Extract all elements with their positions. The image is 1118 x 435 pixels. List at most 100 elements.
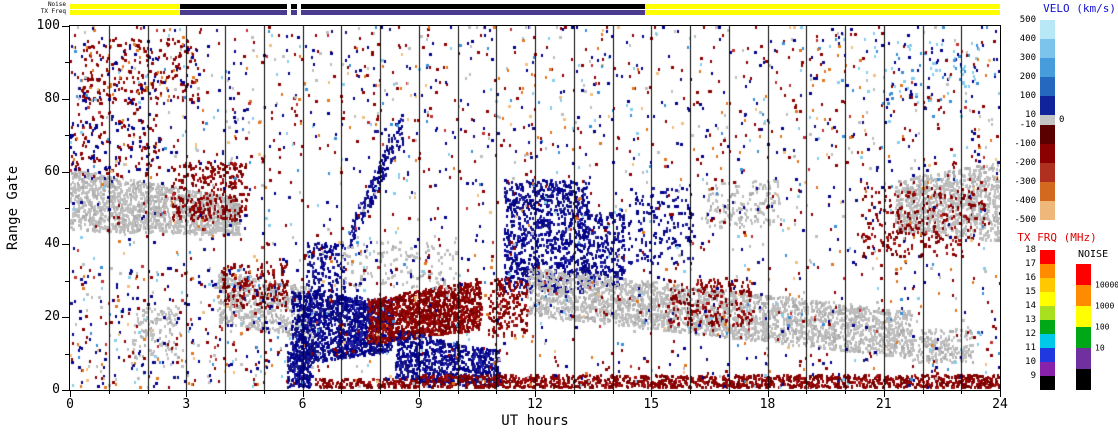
x-tick-label: 21 — [875, 397, 892, 412]
x-minor-tick — [457, 391, 459, 394]
freq-colorbar-label: 11 — [1025, 343, 1036, 353]
noise-strip-label: Noise — [47, 1, 66, 8]
freq-colorbar-segment — [1040, 306, 1055, 320]
x-minor-tick — [496, 391, 498, 394]
x-axis-title: UT hours — [501, 413, 569, 429]
y-tick-label: 20 — [44, 309, 60, 325]
freq-colorbar-title: TX FRQ (MHz) — [1017, 231, 1097, 244]
x-minor-tick — [961, 391, 963, 394]
freq-colorbar-segment — [1040, 320, 1055, 334]
x-tick-label: 9 — [414, 397, 423, 412]
velocity-zero-label: 0 — [1059, 115, 1065, 125]
x-minor-tick — [690, 391, 691, 394]
velocity-colorbar-segment — [1040, 182, 1055, 201]
noise-colorbar-segment — [1076, 264, 1091, 285]
velocity-colorbar-segment — [1040, 115, 1055, 125]
velocity-colorbar-label: -200 — [1014, 158, 1036, 168]
freq-colorbar-label: 18 — [1025, 245, 1036, 255]
velocity-colorbar-label: -100 — [1014, 139, 1036, 149]
txfreq-strip-segment — [300, 10, 646, 15]
x-tick — [535, 391, 536, 397]
noise-colorbar-segment — [1076, 369, 1091, 390]
y-tick-label: 100 — [36, 18, 60, 33]
y-tick — [62, 171, 69, 173]
velocity-colorbar-label: 10 — [1025, 110, 1036, 120]
x-minor-tick — [845, 391, 846, 394]
noise-colorbar: 10000 1000 100 10 — [1070, 260, 1118, 394]
txfreq-strip — [70, 10, 1000, 15]
x-minor-tick — [380, 391, 381, 394]
noise-colorbar-title: NOISE — [1078, 249, 1109, 260]
noise-colorbar-segment — [1076, 306, 1091, 327]
velocity-colorbar-segment — [1040, 144, 1055, 163]
x-tick — [651, 391, 653, 397]
x-minor-tick — [263, 391, 265, 394]
freq-colorbar-label: 16 — [1025, 273, 1036, 283]
y-minor-tick — [65, 208, 69, 209]
noise-strip — [70, 4, 1000, 9]
x-tick-label: 3 — [182, 397, 191, 412]
x-tick — [767, 391, 769, 397]
noise-strip-segment — [290, 4, 297, 9]
velocity-colorbar-segment — [1040, 20, 1055, 39]
x-tick — [1000, 391, 1001, 397]
plot-canvas — [70, 26, 1000, 390]
x-tick-label: 24 — [992, 397, 1008, 412]
noise-colorbar-label: 1000 — [1095, 301, 1115, 311]
velocity-colorbar-segment — [1040, 39, 1055, 58]
freq-colorbar-segment — [1040, 376, 1055, 390]
velocity-colorbar-title: VELO (km/s) — [1043, 2, 1116, 15]
freq-colorbar-segment — [1040, 292, 1055, 306]
freq-colorbar-label: 15 — [1025, 287, 1036, 297]
velocity-colorbar-segment — [1040, 125, 1055, 144]
freq-colorbar-segment — [1040, 362, 1055, 376]
x-minor-tick — [147, 391, 149, 394]
x-minor-tick — [108, 391, 110, 394]
freq-colorbar-label: 14 — [1025, 301, 1036, 311]
x-tick — [70, 391, 71, 397]
freq-colorbar-label: 10 — [1025, 357, 1036, 367]
noise-strip-segment — [180, 4, 287, 9]
x-tick — [302, 391, 304, 397]
freq-colorbar-segment — [1040, 264, 1055, 278]
y-tick — [62, 390, 69, 391]
y-tick — [62, 98, 69, 100]
noise-strip-segment — [70, 4, 181, 9]
velocity-colorbar-segment — [1040, 77, 1055, 96]
txfreq-strip-label: TX Freq — [40, 8, 66, 15]
velocity-colorbar-label: -500 — [1014, 215, 1036, 225]
velocity-colorbar-segment — [1040, 58, 1055, 77]
noise-colorbar-segment — [1076, 327, 1091, 348]
x-tick-label: 15 — [643, 397, 660, 412]
y-minor-tick — [65, 280, 69, 282]
x-minor-tick — [341, 391, 343, 394]
y-minor-tick — [65, 135, 69, 137]
velocity-colorbar-label: -10 — [1019, 120, 1036, 130]
freq-colorbar-label: 9 — [1030, 371, 1036, 381]
freq-colorbar-label: 12 — [1025, 329, 1036, 339]
y-tick-label: 60 — [44, 163, 60, 179]
x-tick-label: 0 — [66, 397, 74, 412]
y-tick — [62, 244, 69, 246]
x-tick — [186, 391, 188, 397]
y-minor-tick — [65, 353, 69, 355]
y-tick — [62, 317, 69, 319]
noise-colorbar-label: 10000 — [1095, 280, 1118, 290]
x-tick-label: 12 — [527, 397, 543, 412]
y-tick-label: 0 — [52, 382, 60, 397]
txfreq-strip-segment — [645, 10, 1000, 15]
txfreq-strip-segment — [180, 10, 287, 15]
x-minor-tick — [612, 391, 614, 394]
velocity-colorbar-label: 200 — [1019, 72, 1036, 82]
plot-area — [69, 25, 1001, 391]
x-minor-tick — [225, 391, 226, 394]
velocity-colorbar: 500 400 300 200 100 10 -10 -100 -200 -300 -400 -500… — [996, 15, 1118, 234]
velocity-colorbar-label: 300 — [1019, 53, 1036, 63]
noise-strip-segment — [300, 4, 646, 9]
noise-colorbar-segment — [1076, 348, 1091, 369]
noise-colorbar-label: 100 — [1095, 322, 1110, 332]
y-tick-label: 80 — [44, 90, 60, 106]
x-minor-tick — [573, 391, 575, 394]
x-minor-tick — [728, 391, 730, 394]
x-tick — [418, 391, 420, 397]
